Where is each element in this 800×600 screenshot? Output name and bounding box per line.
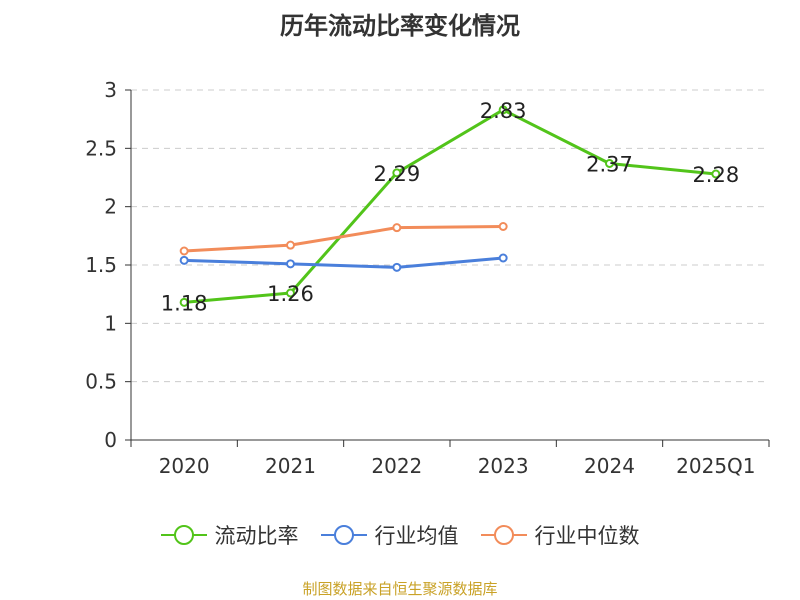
y-tick-label: 3 — [104, 78, 117, 102]
data-point — [498, 222, 508, 231]
x-tick-label: 2020 — [159, 454, 210, 478]
series-line — [184, 256, 504, 269]
y-tick-label: 1 — [104, 311, 117, 335]
data-point — [179, 297, 189, 307]
y-tick-label: 2 — [104, 195, 117, 219]
y-tick-label: 1.5 — [85, 253, 117, 277]
data-labels: 1.18 1.26 2.29 2.83 2.37 2.28 — [161, 99, 739, 316]
data-point — [286, 288, 295, 298]
legend-item[interactable]: 行业中位数 — [480, 520, 640, 550]
legend-label: 流动比率 — [214, 524, 299, 548]
data-point — [392, 168, 402, 178]
data-point — [498, 253, 508, 263]
y-tick-label: 0.5 — [85, 370, 117, 394]
data-point — [605, 159, 614, 168]
grid-lines — [131, 89, 769, 383]
data-point — [392, 223, 402, 233]
data-label: 2.28 — [692, 163, 739, 187]
legend-label: 行业均值 — [374, 524, 459, 548]
source-note: 制图数据来自恒生聚源数据库 — [302, 580, 498, 598]
data-label: 2.37 — [586, 153, 633, 177]
data-point — [392, 262, 402, 272]
x-tick-label: 2021 — [265, 454, 316, 478]
series-lines — [179, 105, 721, 307]
series-line — [184, 108, 716, 304]
chart-title: 历年流动比率变化情况 — [280, 12, 520, 40]
legend-item[interactable]: 行业均值 — [320, 520, 459, 550]
series-line — [184, 225, 504, 253]
data-point — [286, 240, 295, 250]
legend-label: 行业中位数 — [534, 524, 640, 548]
legend-item[interactable]: 流动比率 — [160, 520, 299, 550]
legend: 流动比率 行业均值 行业中位数 — [0, 520, 800, 550]
legend-marker-icon — [160, 525, 207, 545]
data-point — [498, 105, 508, 115]
data-point — [711, 169, 721, 179]
data-point — [179, 246, 189, 256]
data-label: 2.29 — [373, 162, 420, 186]
data-label: 1.26 — [267, 282, 314, 306]
data-point — [286, 259, 295, 269]
x-tick-label: 2023 — [478, 454, 529, 478]
legend-marker-icon — [480, 525, 527, 545]
y-tick-label: 0 — [104, 428, 117, 452]
x-tick-label: 2025Q1 — [676, 454, 755, 478]
axes: 0 0.5 1 1.5 2 2.5 3 2020 2021 2022 2023 2024 2025Q1 — [85, 78, 770, 478]
x-tick-label: 2024 — [584, 454, 635, 478]
data-point — [179, 255, 189, 265]
data-label: 2.83 — [480, 99, 527, 123]
x-tick-label: 2022 — [371, 454, 422, 478]
y-tick-label: 2.5 — [85, 136, 117, 160]
legend-marker-icon — [320, 525, 367, 545]
data-label: 1.18 — [161, 291, 208, 315]
